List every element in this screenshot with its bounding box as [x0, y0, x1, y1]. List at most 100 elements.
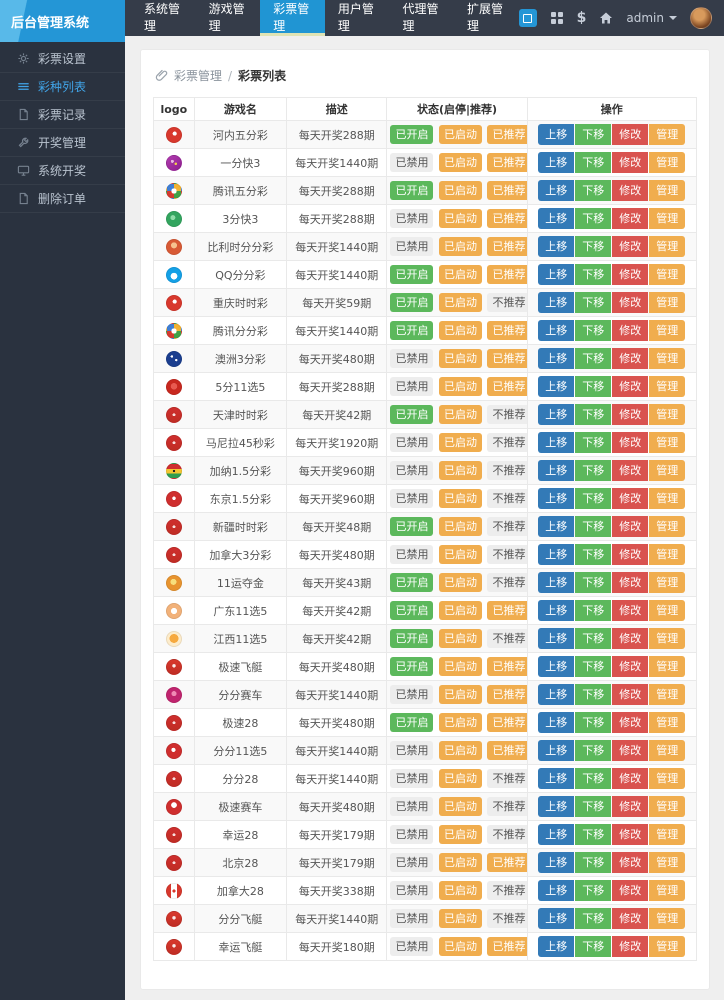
- edit-button[interactable]: 修改: [612, 179, 649, 202]
- power-status-badge[interactable]: 已开启: [390, 657, 434, 676]
- move-down-button[interactable]: 下移: [575, 655, 612, 678]
- recommend-status-badge[interactable]: 已推荐: [487, 153, 527, 172]
- run-status-badge[interactable]: 已启动: [438, 881, 482, 900]
- move-up-button[interactable]: 上移: [538, 347, 575, 370]
- move-up-button[interactable]: 上移: [538, 403, 575, 426]
- power-status-badge[interactable]: 已开启: [390, 629, 434, 648]
- manage-button[interactable]: 管理: [649, 515, 686, 538]
- move-up-button[interactable]: 上移: [538, 123, 575, 146]
- move-up-button[interactable]: 上移: [538, 655, 575, 678]
- sidebar-item[interactable]: 彩票记录: [0, 101, 125, 129]
- edit-button[interactable]: 修改: [612, 347, 649, 370]
- move-down-button[interactable]: 下移: [575, 431, 612, 454]
- run-status-badge[interactable]: 已启动: [438, 685, 482, 704]
- home-icon[interactable]: [599, 11, 613, 25]
- power-status-badge[interactable]: 已禁用: [390, 433, 434, 452]
- run-status-badge[interactable]: 已启动: [438, 321, 482, 340]
- manage-button[interactable]: 管理: [649, 823, 686, 846]
- manage-button[interactable]: 管理: [649, 767, 686, 790]
- manage-button[interactable]: 管理: [649, 795, 686, 818]
- user-menu[interactable]: admin: [626, 11, 677, 25]
- edit-button[interactable]: 修改: [612, 907, 649, 930]
- power-status-badge[interactable]: 已禁用: [390, 461, 434, 480]
- run-status-badge[interactable]: 已启动: [438, 713, 482, 732]
- run-status-badge[interactable]: 已启动: [438, 237, 482, 256]
- power-status-badge[interactable]: 已禁用: [390, 937, 434, 956]
- power-status-badge[interactable]: 已禁用: [390, 881, 434, 900]
- move-up-button[interactable]: 上移: [538, 319, 575, 342]
- move-down-button[interactable]: 下移: [575, 291, 612, 314]
- move-up-button[interactable]: 上移: [538, 879, 575, 902]
- power-status-badge[interactable]: 已开启: [390, 265, 434, 284]
- move-down-button[interactable]: 下移: [575, 851, 612, 874]
- power-status-badge[interactable]: 已禁用: [390, 377, 434, 396]
- manage-button[interactable]: 管理: [649, 739, 686, 762]
- move-up-button[interactable]: 上移: [538, 235, 575, 258]
- manage-button[interactable]: 管理: [649, 851, 686, 874]
- run-status-badge[interactable]: 已启动: [438, 657, 482, 676]
- manage-button[interactable]: 管理: [649, 935, 686, 958]
- app-icon[interactable]: [518, 9, 537, 27]
- recommend-status-badge[interactable]: 已推荐: [487, 265, 527, 284]
- nav-item[interactable]: 游戏管理: [208, 1, 245, 33]
- sidebar-item[interactable]: 删除订单: [0, 185, 125, 213]
- move-down-button[interactable]: 下移: [575, 627, 612, 650]
- manage-button[interactable]: 管理: [649, 459, 686, 482]
- edit-button[interactable]: 修改: [612, 459, 649, 482]
- move-up-button[interactable]: 上移: [538, 151, 575, 174]
- power-status-badge[interactable]: 已禁用: [390, 489, 434, 508]
- manage-button[interactable]: 管理: [649, 347, 686, 370]
- power-status-badge[interactable]: 已禁用: [390, 769, 434, 788]
- recommend-status-badge[interactable]: 已推荐: [487, 713, 527, 732]
- move-down-button[interactable]: 下移: [575, 403, 612, 426]
- nav-item[interactable]: 扩展管理: [467, 1, 504, 33]
- power-status-badge[interactable]: 已开启: [390, 405, 434, 424]
- edit-button[interactable]: 修改: [612, 767, 649, 790]
- move-down-button[interactable]: 下移: [575, 375, 612, 398]
- power-status-badge[interactable]: 已开启: [390, 573, 434, 592]
- edit-button[interactable]: 修改: [612, 627, 649, 650]
- recommend-status-badge[interactable]: 不推荐: [487, 881, 527, 900]
- manage-button[interactable]: 管理: [649, 487, 686, 510]
- breadcrumb-section[interactable]: 彩票管理: [174, 69, 223, 83]
- sidebar-item[interactable]: 系统开奖: [0, 157, 125, 185]
- edit-button[interactable]: 修改: [612, 571, 649, 594]
- power-status-badge[interactable]: 已禁用: [390, 545, 434, 564]
- move-down-button[interactable]: 下移: [575, 319, 612, 342]
- manage-button[interactable]: 管理: [649, 879, 686, 902]
- dollar-icon[interactable]: $: [576, 10, 587, 26]
- manage-button[interactable]: 管理: [649, 319, 686, 342]
- manage-button[interactable]: 管理: [649, 655, 686, 678]
- recommend-status-badge[interactable]: 已推荐: [487, 349, 527, 368]
- edit-button[interactable]: 修改: [612, 207, 649, 230]
- power-status-badge[interactable]: 已开启: [390, 181, 434, 200]
- manage-button[interactable]: 管理: [649, 599, 686, 622]
- recommend-status-badge[interactable]: 已推荐: [487, 209, 527, 228]
- manage-button[interactable]: 管理: [649, 375, 686, 398]
- recommend-status-badge[interactable]: 不推荐: [487, 909, 527, 928]
- manage-button[interactable]: 管理: [649, 627, 686, 650]
- run-status-badge[interactable]: 已启动: [438, 461, 482, 480]
- move-down-button[interactable]: 下移: [575, 767, 612, 790]
- move-down-button[interactable]: 下移: [575, 571, 612, 594]
- move-up-button[interactable]: 上移: [538, 515, 575, 538]
- power-status-badge[interactable]: 已禁用: [390, 153, 434, 172]
- edit-button[interactable]: 修改: [612, 795, 649, 818]
- nav-item[interactable]: 用户管理: [337, 1, 374, 33]
- edit-button[interactable]: 修改: [612, 599, 649, 622]
- edit-button[interactable]: 修改: [612, 655, 649, 678]
- recommend-status-badge[interactable]: 不推荐: [487, 769, 527, 788]
- recommend-status-badge[interactable]: 不推荐: [487, 573, 527, 592]
- move-down-button[interactable]: 下移: [575, 599, 612, 622]
- move-up-button[interactable]: 上移: [538, 431, 575, 454]
- move-down-button[interactable]: 下移: [575, 459, 612, 482]
- power-status-badge[interactable]: 已开启: [390, 601, 434, 620]
- avatar[interactable]: [690, 7, 712, 29]
- move-down-button[interactable]: 下移: [575, 235, 612, 258]
- manage-button[interactable]: 管理: [649, 263, 686, 286]
- recommend-status-badge[interactable]: 已推荐: [487, 377, 527, 396]
- power-status-badge[interactable]: 已禁用: [390, 741, 434, 760]
- move-up-button[interactable]: 上移: [538, 543, 575, 566]
- run-status-badge[interactable]: 已启动: [438, 937, 482, 956]
- run-status-badge[interactable]: 已启动: [438, 601, 482, 620]
